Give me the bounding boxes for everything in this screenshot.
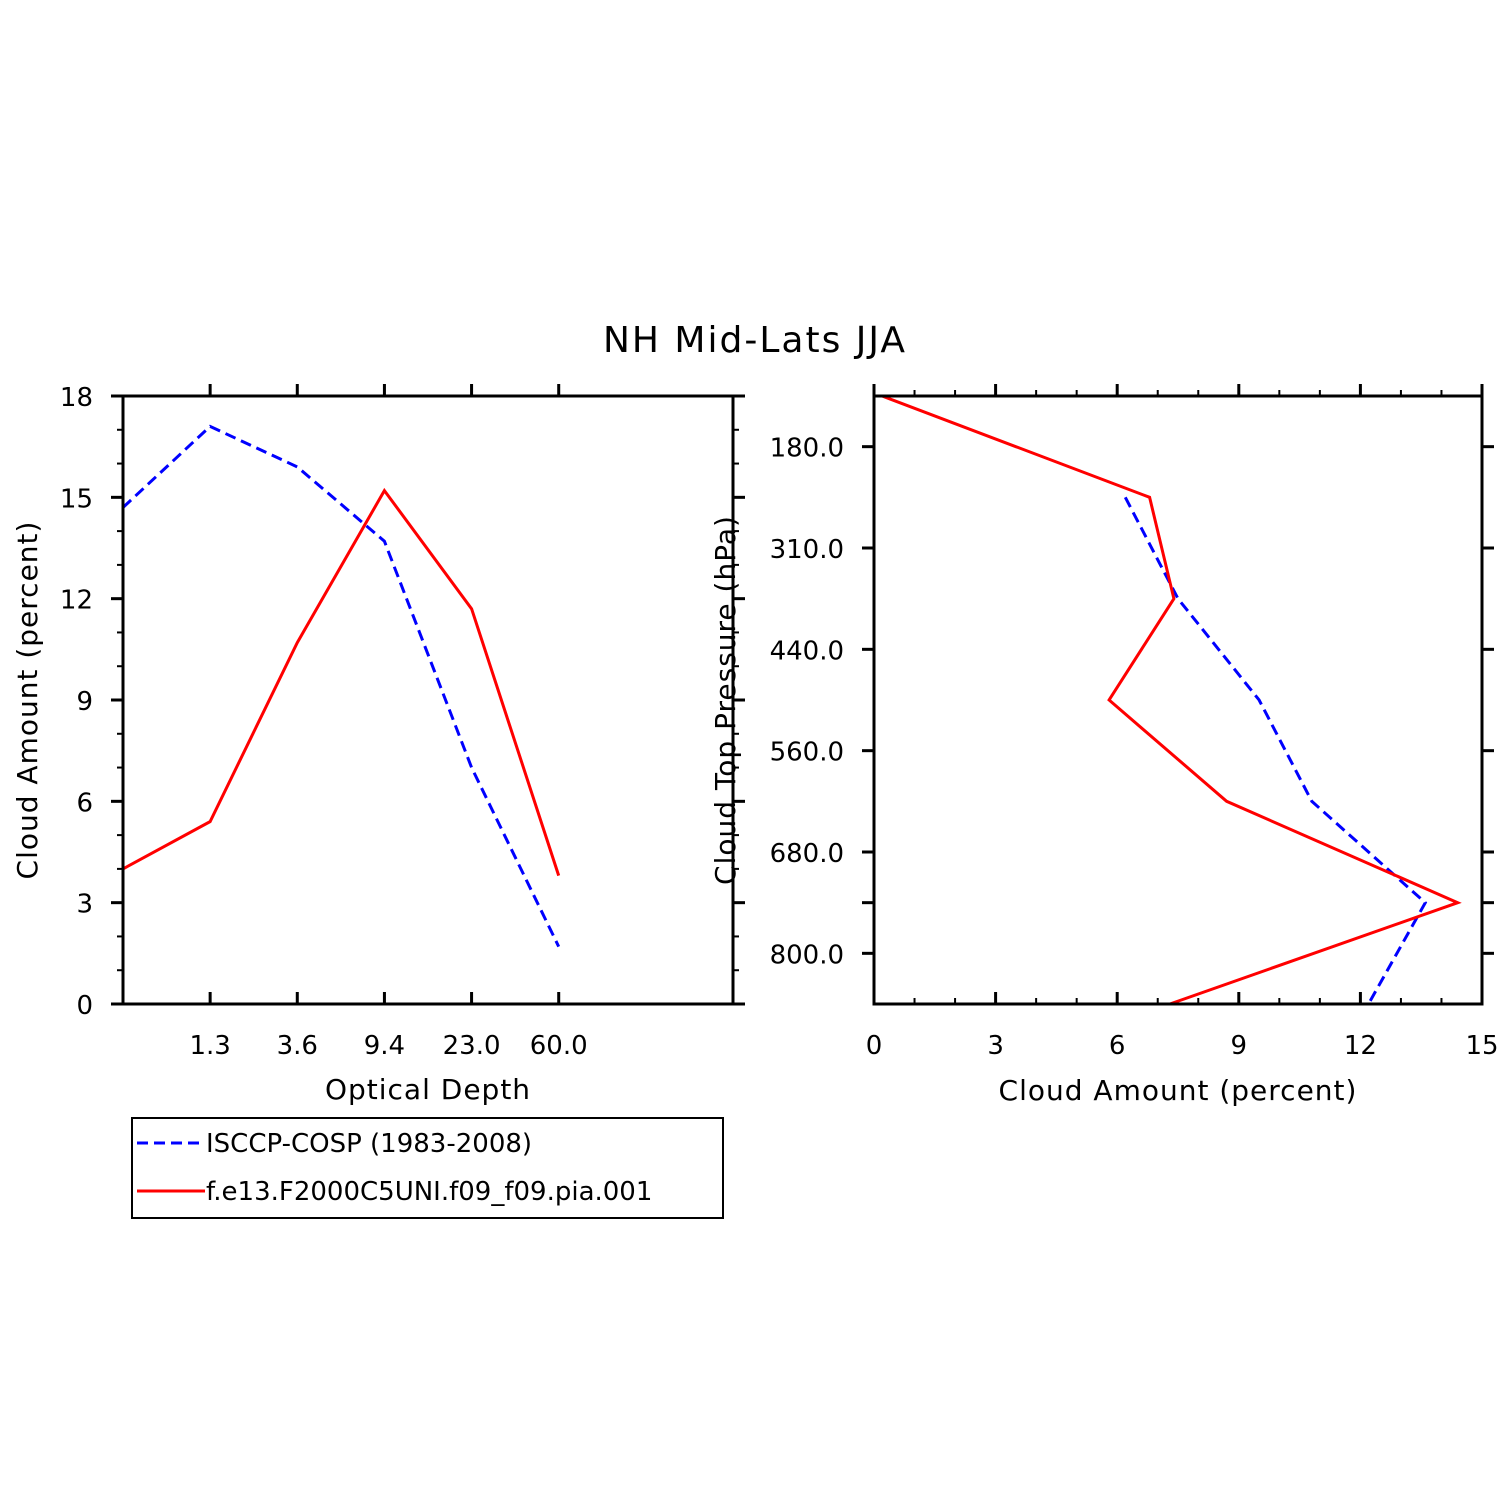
left-series-obs-line [121, 424, 561, 948]
left-x-tick-label: 9.4 [364, 1031, 405, 1061]
left-x-tick-label: 23.0 [443, 1031, 501, 1061]
right-y-tick-label: 440.0 [770, 636, 844, 666]
figure-title: NH Mid-Lats JJA [603, 320, 907, 361]
left-y-tick-label: 3 [76, 890, 93, 920]
left-plot-frame [121, 394, 735, 1006]
left-y-tick-label: 0 [76, 991, 93, 1021]
right-y-tick-label: 680.0 [770, 839, 844, 869]
left-x-axis-label: Optical Depth [325, 1073, 531, 1106]
legend: ISCCP-COSP (1983-2008) f.e13.F2000C5UNI.… [131, 1117, 724, 1219]
right-plot-frame [872, 394, 1484, 1006]
legend-label-obs: ISCCP-COSP (1983-2008) [206, 1129, 532, 1159]
left-y-tick-label: 18 [60, 383, 93, 413]
right-x-tick-label: 15 [1465, 1031, 1498, 1061]
right-y-tick-label: 800.0 [770, 940, 844, 970]
right-x-tick-label: 0 [866, 1031, 883, 1061]
right-x-tick-label: 12 [1344, 1031, 1377, 1061]
left-y-tick-label: 6 [76, 788, 93, 818]
left-x-tick-label: 1.3 [189, 1031, 230, 1061]
left-y-axis-label: Cloud Amount (percent) [11, 521, 44, 880]
left-y-tick-label: 12 [60, 586, 93, 616]
right-y-tick-label: 310.0 [770, 535, 844, 565]
right-y-axis-label: Cloud Top Pressure (hPa) [709, 515, 742, 885]
legend-box [131, 1117, 724, 1219]
right-y-tick-label: 180.0 [770, 434, 844, 464]
right-x-tick-label: 3 [987, 1031, 1004, 1061]
right-x-tick-label: 6 [1109, 1031, 1126, 1061]
right-x-axis-label: Cloud Amount (percent) [999, 1074, 1358, 1107]
left-series-model-line [122, 487, 561, 877]
right-y-tick-label: 560.0 [770, 738, 844, 768]
right-x-tick-label: 9 [1231, 1031, 1248, 1061]
right-series-model-line [881, 394, 1462, 1006]
legend-label-model: f.e13.F2000C5UNI.f09_f09.pia.001 [206, 1177, 652, 1207]
cloud-top-pressure-panel: 0 3 6 9 12 15 180.0 310.0 440.0 560.0 680.0 800.0 C… [709, 384, 1499, 1107]
left-y-tick-label: 15 [60, 484, 93, 514]
left-x-tick-label: 3.6 [277, 1031, 318, 1061]
left-x-tick-label: 60.0 [530, 1031, 588, 1061]
optical-depth-panel: 1.3 3.6 9.4 23.0 60.0 0 3 6 9 12 15 18 Optical Dept… [11, 383, 745, 1106]
left-y-tick-label: 9 [76, 687, 93, 717]
